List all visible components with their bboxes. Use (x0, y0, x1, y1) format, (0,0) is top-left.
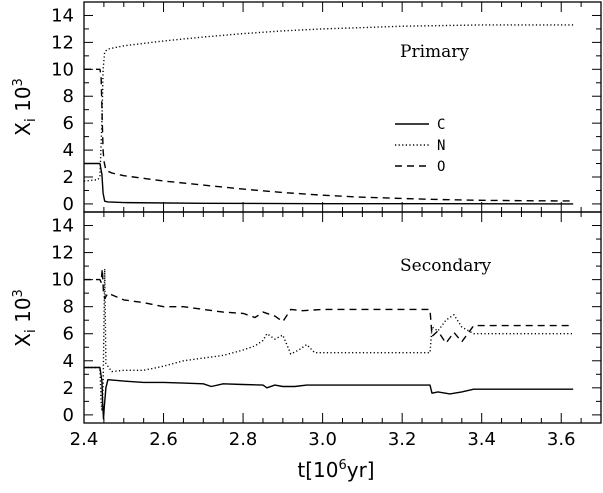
secondary-x-tick-label: 2.4 (70, 429, 99, 450)
primary-series-c-line (84, 162, 574, 205)
secondary-y-tick-label: 10 (51, 270, 74, 291)
legend: C N O (395, 117, 445, 175)
primary-y-tick-label: 4 (63, 140, 74, 161)
primary-y-tick-label: 2 (63, 167, 74, 188)
primary-y-tick-label: 12 (51, 32, 74, 53)
secondary-y-tick-label: 2 (63, 378, 74, 399)
primary-y-tick-label: 0 (63, 194, 74, 215)
secondary-panel-label: Secondary (400, 256, 492, 276)
x-axis-title: t[106yr] (297, 458, 374, 482)
secondary-x-tick-label: 3.4 (467, 429, 496, 450)
primary-y-axis-title: Xi 103 (11, 78, 39, 136)
legend-label-c: C (437, 117, 445, 133)
secondary-panel-frame (83, 211, 602, 424)
secondary-y-tick-label: 12 (51, 243, 74, 264)
legend-label-n: N (437, 138, 445, 154)
primary-y-tick-label: 14 (51, 5, 74, 26)
secondary-y-tick-label: 6 (63, 324, 74, 345)
secondary-y-axis-title: Xi 103 (11, 289, 39, 347)
primary-y-tick-label: 10 (51, 59, 74, 80)
primary-y-tick-label: 8 (63, 86, 74, 107)
secondary-series-n-line (84, 268, 574, 412)
primary-series-n-line (83, 24, 574, 182)
primary-y-tick-label: 6 (63, 113, 74, 134)
secondary-y-tick-label: 0 (63, 405, 74, 426)
primary-panel-label: Primary (400, 42, 469, 62)
secondary-y-tick-label: 8 (63, 297, 74, 318)
secondary-x-tick-label: 2.6 (149, 429, 178, 450)
secondary-x-tick-label: 3.2 (388, 429, 417, 450)
secondary-y-tick-label: 4 (63, 351, 74, 372)
secondary-x-tick-label: 3.6 (547, 429, 576, 450)
secondary-y-tick-label: 14 (51, 216, 74, 237)
secondary-x-tick-label: 2.8 (229, 429, 258, 450)
primary-series-o-line (84, 68, 574, 202)
secondary-x-tick-label: 3.0 (308, 429, 337, 450)
legend-label-o: O (437, 159, 445, 175)
secondary-series-o-line (84, 268, 574, 344)
secondary-series-c-line (84, 366, 574, 420)
